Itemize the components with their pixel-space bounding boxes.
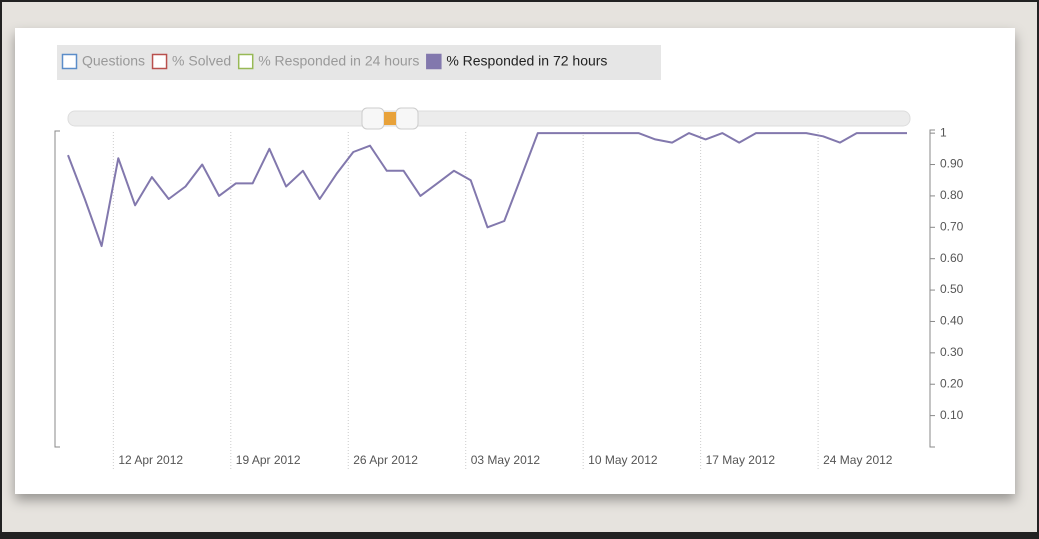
legend-swatch[interactable] <box>237 53 254 70</box>
x-tick-label: 19 Apr 2012 <box>236 453 301 467</box>
x-tick-label: 03 May 2012 <box>471 453 541 467</box>
navigator-bar[interactable] <box>67 110 911 127</box>
data-line <box>67 132 907 248</box>
legend: Questions % Solved % Responded in 24 hours… <box>61 53 607 70</box>
legend-label[interactable]: % Responded in 24 hours <box>258 53 419 69</box>
legend-swatch[interactable] <box>151 53 168 70</box>
y-tick-label: 0.20 <box>940 376 964 390</box>
navigator-window[interactable] <box>384 112 396 125</box>
legend-label[interactable]: % Responded in 72 hours <box>446 53 607 69</box>
navigator-handle[interactable] <box>395 107 419 130</box>
legend-swatch[interactable] <box>426 53 442 70</box>
y-tick-label: 1 <box>940 125 947 139</box>
left-bracket <box>54 130 60 448</box>
y-tick-label: 0.70 <box>940 219 964 233</box>
y-tick-label: 0.80 <box>940 188 964 202</box>
x-tick-label: 10 May 2012 <box>588 453 658 467</box>
legend-label[interactable]: % Solved <box>172 53 231 69</box>
y-tick-label: 0.40 <box>940 314 964 328</box>
y-tick-label: 0.60 <box>940 251 964 265</box>
y-tick-label: 0.10 <box>940 408 964 422</box>
navigator-handle[interactable] <box>361 107 385 130</box>
legend-label[interactable]: Questions <box>82 53 145 69</box>
legend-swatch[interactable] <box>61 53 78 70</box>
y-tick-label: 0.50 <box>940 282 964 296</box>
y-tick-label: 0.30 <box>940 345 964 359</box>
x-tick-label: 24 May 2012 <box>823 453 893 467</box>
x-tick-label: 17 May 2012 <box>706 453 776 467</box>
card <box>15 28 1015 494</box>
y-axis <box>929 129 935 448</box>
x-tick-label: 26 Apr 2012 <box>353 453 418 467</box>
x-tick-label: 12 Apr 2012 <box>118 453 183 467</box>
y-tick-label: 0.90 <box>940 157 964 171</box>
